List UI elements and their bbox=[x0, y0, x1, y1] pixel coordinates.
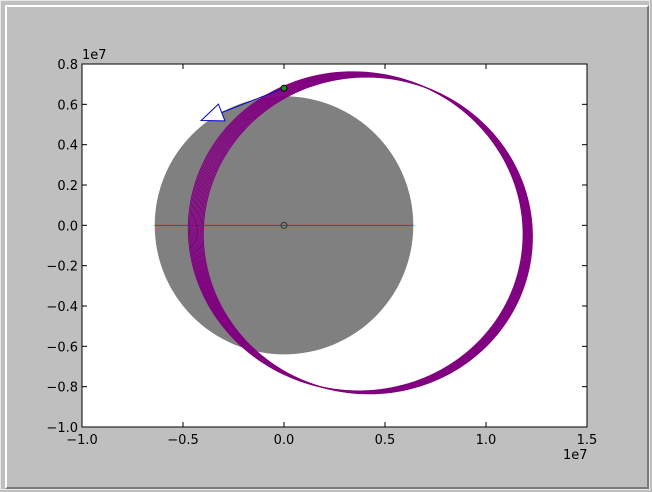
tick-layer: −1.0 −0.5 0.0 0.5 1.0 1.5 −1.0 −0.8 −0.6 −0.4 −0.2… bbox=[46, 58, 597, 448]
x-tick-label: 0.0 bbox=[274, 433, 295, 448]
x-tick-label: −1.0 bbox=[66, 433, 98, 448]
x-tick-label: −0.5 bbox=[167, 433, 199, 448]
y-tick-label: 0.6 bbox=[57, 98, 78, 113]
center-marker bbox=[280, 221, 288, 229]
x-offset-label: 1e7 bbox=[563, 448, 588, 463]
orbit-path bbox=[202, 76, 533, 395]
plot-border bbox=[81, 63, 588, 428]
y-tick-label: 0.4 bbox=[57, 139, 78, 154]
y-tick-label: −1.0 bbox=[46, 421, 78, 436]
y-tick-label: −0.6 bbox=[46, 340, 78, 355]
y-tick-label: 0.8 bbox=[57, 58, 78, 73]
y-tick-label: 0.0 bbox=[57, 219, 78, 234]
plot-layer bbox=[154, 71, 533, 395]
satellite-position-marker bbox=[280, 84, 288, 92]
y-tick-label: −0.8 bbox=[46, 381, 78, 396]
velocity-arrow-head bbox=[199, 103, 226, 122]
velocity-arrow-shaft bbox=[221, 87, 285, 113]
y-tick-label: 0.2 bbox=[57, 179, 78, 194]
y-offset-label: 1e7 bbox=[82, 48, 107, 63]
y-tick-label: −0.2 bbox=[46, 260, 78, 275]
x-tick-label: 0.5 bbox=[375, 433, 396, 448]
x-tick-label: 1.5 bbox=[577, 433, 598, 448]
x-tick-label: 1.0 bbox=[476, 433, 497, 448]
y-tick-label: −0.4 bbox=[46, 300, 78, 315]
